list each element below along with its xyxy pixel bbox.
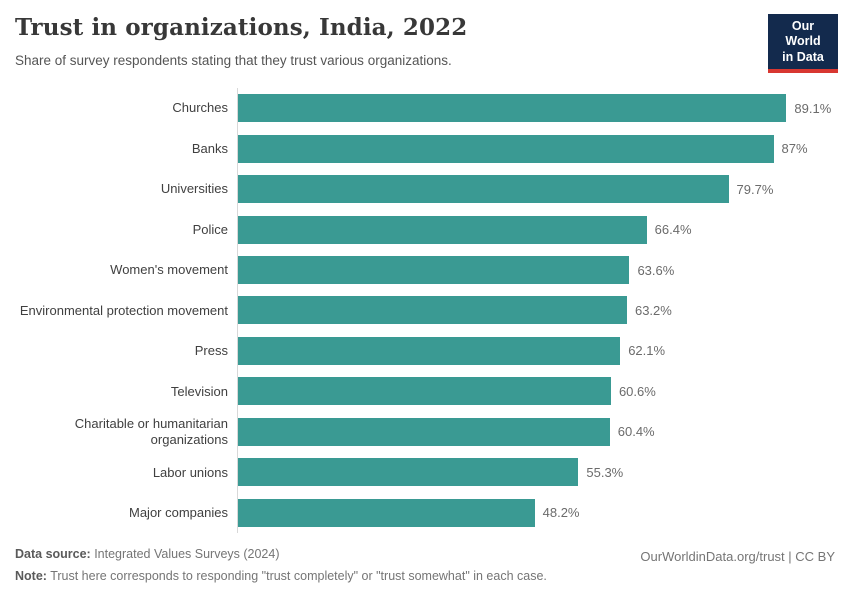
bar[interactable] [238, 175, 729, 204]
category-label: Universities [160, 181, 228, 197]
owid-logo[interactable]: Our World in Data [768, 14, 838, 73]
chart-row: Universities 79.7% [12, 168, 838, 210]
footer-source-note: Data source: Integrated Values Surveys (… [15, 544, 547, 587]
bar[interactable] [238, 134, 774, 163]
value-label: 63.6% [637, 262, 675, 278]
category-label: Major companies [129, 504, 228, 520]
bar[interactable] [238, 94, 787, 123]
chart-row: Charitable or humanitarian organizations… [12, 411, 838, 453]
bar[interactable] [238, 336, 621, 365]
category-label: Banks [191, 140, 228, 156]
category-label: Environmental protection movement [19, 302, 228, 318]
chart-subtitle: Share of survey respondents stating that… [15, 53, 452, 68]
category-label: Churches [172, 100, 228, 116]
data-source-text: Integrated Values Surveys (2024) [90, 547, 280, 561]
bar-track: 66.4% [237, 209, 838, 250]
chart-row: Labor unions 55.3% [12, 452, 838, 493]
bar-track: 63.2% [237, 290, 838, 331]
chart-row: Banks 87% [12, 128, 838, 169]
bar[interactable] [238, 215, 647, 244]
owid-logo-line2: in Data [782, 49, 824, 64]
chart-row: Major companies 48.2% [12, 492, 838, 533]
chart-row: Women's movement 63.6% [12, 249, 838, 291]
bar-track: 48.2% [237, 492, 838, 533]
owid-license-link[interactable]: OurWorldinData.org/trust | CC BY [640, 549, 835, 564]
page-title: Trust in organizations, India, 2022 [15, 14, 468, 41]
bar[interactable] [238, 498, 535, 527]
value-label: 89.1% [794, 100, 832, 116]
bar-track: 63.6% [237, 249, 838, 291]
value-label: 63.2% [634, 302, 672, 318]
bar-track: 55.3% [237, 452, 838, 493]
category-label: Women's movement [110, 262, 228, 278]
note-line: Note: Trust here corresponds to respondi… [15, 566, 547, 588]
value-label: 60.6% [618, 383, 656, 399]
bar-track: 62.1% [237, 330, 838, 372]
bar[interactable] [238, 417, 610, 446]
bar[interactable] [238, 377, 611, 406]
bar[interactable] [238, 296, 627, 325]
value-label: 55.3% [586, 464, 624, 480]
value-label: 62.1% [628, 343, 666, 359]
data-source-line: Data source: Integrated Values Surveys (… [15, 544, 547, 566]
category-label: Press [194, 343, 228, 359]
bar[interactable] [238, 256, 630, 285]
bar[interactable] [238, 458, 579, 487]
value-label: 66.4% [654, 222, 692, 238]
bar-track: 60.4% [237, 411, 838, 453]
bar-track: 79.7% [237, 168, 838, 210]
chart-row: Police 66.4% [12, 209, 838, 250]
chart-row: Churches 89.1% [12, 88, 838, 129]
category-label: Charitable or humanitarian organizations [74, 416, 228, 447]
note-text: Trust here corresponds to responding "tr… [46, 568, 547, 583]
value-label: 60.4% [617, 424, 655, 440]
chart-row: Environmental protection movement 63.2% [12, 290, 838, 331]
category-label: Police [192, 221, 228, 237]
chart-row: Press 62.1% [12, 330, 838, 372]
bar-track: 87% [237, 128, 838, 169]
owid-logo-line1: Our World [785, 19, 821, 49]
value-label: 48.2% [542, 505, 580, 521]
data-source-label: Data source: [15, 547, 91, 561]
category-label: Labor unions [152, 464, 228, 480]
value-label: 79.7% [736, 181, 774, 197]
value-label: 87% [781, 141, 808, 157]
bar-track: 89.1% [237, 88, 838, 129]
category-label: Television [170, 383, 228, 399]
chart-row: Television 60.6% [12, 371, 838, 412]
bar-chart: Churches 89.1% Banks 87% Universities 79.7% Po… [12, 88, 838, 533]
note-label: Note: [15, 568, 47, 583]
bar-track: 60.6% [237, 371, 838, 412]
